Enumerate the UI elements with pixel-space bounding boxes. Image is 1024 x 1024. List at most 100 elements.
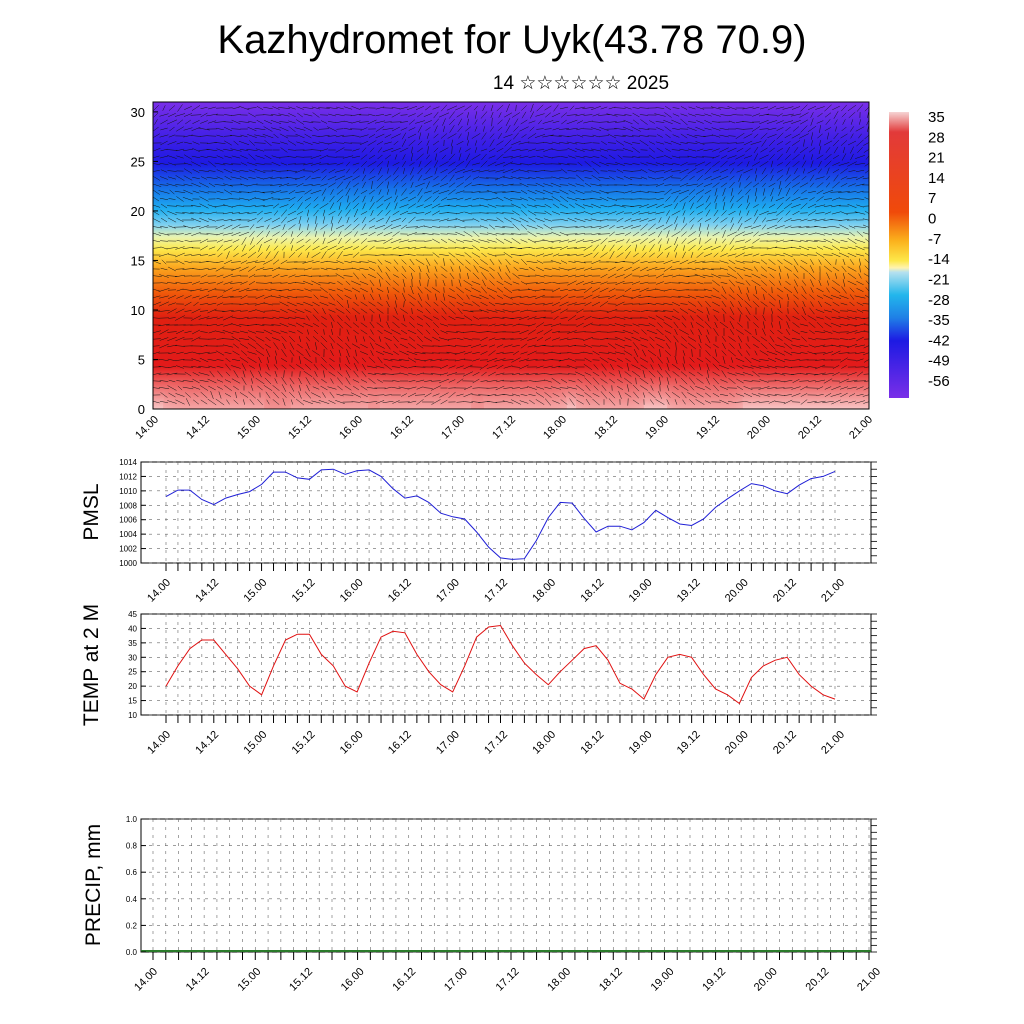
wind-vector — [584, 267, 592, 271]
wind-vector — [552, 400, 560, 404]
wind-vector — [474, 126, 478, 132]
wind-vector — [159, 162, 169, 166]
wind-vector — [599, 121, 609, 123]
wind-vector — [329, 202, 335, 210]
wind-vector — [455, 190, 465, 194]
wind-vector — [480, 344, 488, 348]
temp-series-line — [165, 624, 836, 705]
wind-vector — [864, 265, 869, 271]
wind-vector — [354, 335, 358, 343]
wind-vector — [760, 280, 768, 286]
wind-vector — [664, 105, 672, 111]
wind-vector — [591, 281, 601, 285]
wind-vector — [433, 118, 439, 126]
wind-vector — [230, 191, 242, 193]
wind-vector — [289, 364, 295, 370]
wind-vector — [456, 197, 464, 201]
wind-vector — [687, 127, 697, 131]
wind-vector — [729, 287, 735, 293]
wind-vector — [323, 329, 325, 335]
wind-vector — [606, 191, 618, 193]
wind-vector — [665, 392, 671, 398]
wind-vector — [383, 363, 393, 371]
wind-vector — [608, 398, 616, 406]
wind-vector — [315, 231, 317, 237]
wind-vector — [488, 294, 496, 300]
wind-vector — [417, 300, 423, 308]
wind-vector — [585, 385, 591, 391]
wind-vector — [467, 272, 469, 280]
wind-vector — [288, 317, 296, 319]
wind-vector — [345, 308, 351, 314]
wind-vector — [729, 307, 735, 315]
wind-vector — [239, 357, 249, 363]
wind-vector — [671, 231, 681, 237]
wind-vector — [550, 170, 562, 172]
wind-vector — [478, 239, 490, 243]
wind-vector — [774, 379, 786, 383]
wind-vector — [784, 394, 792, 396]
wind-vector — [191, 386, 201, 390]
wind-vector — [426, 133, 430, 139]
wind-vector — [208, 282, 216, 284]
wind-vector — [615, 162, 625, 166]
wind-vector — [248, 391, 256, 399]
wind-vector — [793, 265, 799, 273]
wind-vector — [865, 155, 869, 160]
wind-vector — [160, 140, 168, 146]
colorbar-label: -56 — [928, 373, 950, 390]
wind-vector — [832, 105, 840, 111]
wind-vector — [263, 329, 273, 335]
wind-vector — [280, 238, 288, 244]
wind-vector — [745, 315, 751, 321]
wind-vector — [816, 120, 824, 124]
wind-vector — [366, 401, 378, 403]
wind-vector — [818, 280, 822, 286]
wind-vector — [810, 160, 814, 168]
wind-vector — [666, 238, 670, 244]
wind-vector — [353, 370, 359, 378]
wind-vector — [336, 128, 344, 130]
wind-vector — [503, 196, 513, 202]
wind-vector — [449, 118, 455, 126]
wind-vector — [322, 196, 326, 202]
wind-vector — [632, 156, 640, 158]
wind-vector — [232, 350, 240, 356]
wind-vector — [392, 210, 400, 216]
wind-vector — [231, 316, 241, 320]
wind-vector — [671, 301, 681, 307]
wind-vector — [343, 142, 353, 144]
wind-vector — [346, 348, 350, 358]
wind-vector — [727, 231, 737, 237]
wind-vector — [239, 266, 249, 272]
wind-vector — [785, 146, 791, 154]
wind-vector — [230, 176, 242, 180]
wind-vector — [233, 343, 239, 349]
wind-vector — [288, 196, 296, 202]
wind-vector — [511, 357, 521, 363]
wind-vector — [847, 140, 857, 146]
wind-vector — [230, 282, 242, 284]
wind-vector — [713, 252, 719, 258]
wind-vector — [575, 190, 585, 194]
wind-vector — [447, 238, 457, 244]
wind-vector — [649, 336, 655, 342]
wind-vector — [729, 175, 735, 181]
wind-vector — [167, 331, 177, 333]
wind-vector — [222, 329, 234, 335]
wind-vector — [176, 351, 184, 355]
wind-vector — [552, 203, 560, 209]
wind-vector — [216, 128, 224, 130]
wind-vector — [504, 217, 512, 223]
wind-vector — [416, 315, 424, 321]
wind-vector — [528, 380, 536, 382]
wind-vector — [247, 126, 257, 132]
wind-vector — [258, 370, 262, 378]
wind-vector — [519, 126, 529, 132]
wind-vector — [816, 154, 824, 160]
wind-vector — [665, 370, 671, 378]
wind-vector — [826, 132, 830, 140]
wind-vector — [176, 288, 184, 292]
wind-vector — [534, 134, 546, 138]
